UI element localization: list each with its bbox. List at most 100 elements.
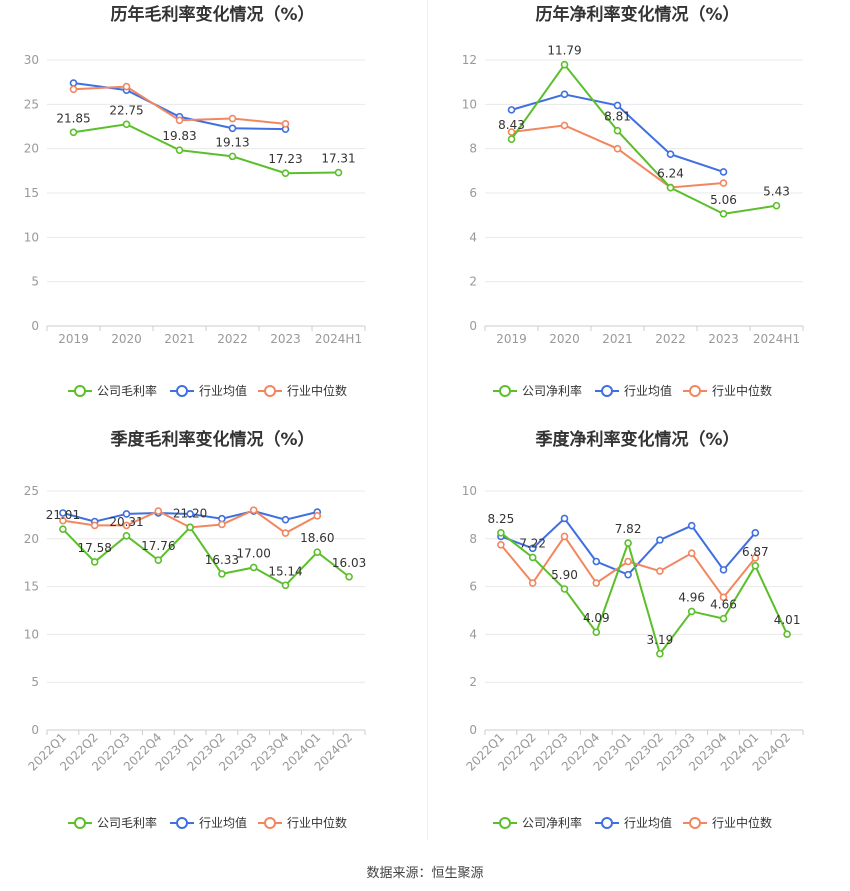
legend-label-company: 公司净利率 (522, 815, 582, 830)
chart-title: 历年净利率变化情况（%） (535, 4, 739, 25)
data-label: 3.19 (647, 633, 674, 647)
data-point-avg (507, 106, 516, 114)
y-tick-label: 20 (24, 142, 39, 156)
data-point-company (783, 630, 791, 638)
data-point-median (656, 567, 664, 575)
legend-marker-avg (176, 385, 188, 397)
x-tick-label: 2019 (496, 332, 527, 346)
data-point-avg (69, 79, 78, 87)
data-label: 17.23 (268, 152, 302, 166)
chart-title: 历年毛利率变化情况（%） (110, 4, 314, 25)
legend-marker-median (689, 385, 701, 397)
data-point-company (666, 183, 675, 192)
data-label: 7.82 (615, 522, 642, 536)
data-point-company (687, 607, 696, 616)
x-tick-label: 2024H1 (753, 332, 800, 346)
data-label: 5.43 (763, 185, 790, 199)
data-source-note: 数据来源：恒生聚源 (366, 866, 484, 881)
y-tick-label: 30 (24, 53, 39, 67)
legend-label-avg: 行业均值 (199, 815, 247, 830)
data-label: 17.31 (321, 152, 355, 166)
data-label: 19.83 (162, 129, 196, 143)
data-point-company (656, 649, 664, 658)
data-point-avg (560, 90, 569, 99)
data-point-avg (228, 124, 237, 133)
legend-label-median: 行业中位数 (287, 383, 347, 398)
data-point-company (90, 558, 99, 566)
x-tick-label: 2020 (549, 332, 580, 346)
x-tick-label: 2023 (270, 332, 301, 346)
data-point-company (497, 529, 505, 537)
x-tick-label: 2022 (655, 332, 686, 346)
data-label: 18.60 (300, 531, 334, 545)
quarterly-gross-margin-chart: 季度毛利率变化情况（%）05101520252022Q12022Q22022Q3… (24, 429, 367, 830)
legend-label-median: 行业中位数 (712, 815, 772, 830)
y-tick-label: 10 (462, 484, 477, 498)
data-label: 5.06 (710, 193, 737, 207)
legend-label-avg: 行业均值 (624, 383, 672, 398)
data-label: 6.24 (657, 167, 684, 181)
data-label: 15.14 (268, 564, 302, 578)
y-tick-label: 10 (24, 230, 39, 244)
legend-marker-company (499, 385, 511, 397)
legend-label-company: 公司毛利率 (97, 815, 157, 830)
data-label: 4.66 (710, 598, 737, 612)
data-point-company (281, 581, 290, 590)
y-tick-label: 0 (469, 723, 477, 737)
data-label: 20.31 (109, 515, 143, 529)
data-label: 22.75 (109, 103, 143, 117)
data-point-avg (624, 570, 632, 579)
x-tick-label: 2021 (164, 332, 195, 346)
data-label: 17.58 (78, 541, 112, 555)
data-point-median (507, 128, 516, 136)
data-label: 17.00 (237, 546, 271, 560)
data-point-median (281, 120, 290, 128)
y-tick-label: 10 (24, 627, 39, 641)
series-line-company (73, 123, 339, 175)
data-point-company (334, 168, 343, 177)
y-tick-label: 5 (31, 275, 39, 289)
y-tick-label: 0 (469, 319, 477, 333)
data-point-median (528, 579, 537, 587)
data-point-company (772, 201, 781, 210)
data-label: 5.90 (551, 568, 578, 582)
data-label: 21.20 (173, 506, 207, 520)
y-tick-label: 25 (24, 484, 39, 498)
data-point-company (613, 126, 622, 135)
data-point-avg (666, 150, 675, 159)
y-tick-label: 6 (469, 580, 477, 594)
data-point-company (249, 563, 258, 572)
panel-divider (427, 0, 428, 840)
x-tick-label: 2020 (111, 332, 142, 346)
data-point-median (154, 507, 163, 515)
legend-marker-median (264, 385, 276, 397)
y-tick-label: 2 (469, 675, 477, 689)
y-tick-label: 5 (31, 675, 39, 689)
legend-label-company: 公司毛利率 (97, 383, 157, 398)
data-point-avg (613, 101, 622, 110)
data-label: 6.87 (742, 545, 769, 559)
y-tick-label: 6 (469, 186, 477, 200)
x-tick-label: 2024H1 (315, 332, 362, 346)
y-tick-label: 0 (31, 319, 39, 333)
y-tick-label: 12 (462, 53, 477, 67)
data-point-company (719, 210, 728, 218)
legend-marker-company (499, 817, 511, 829)
y-tick-label: 2 (469, 275, 477, 289)
data-point-company (228, 152, 237, 161)
quarterly-net-margin-chart: 季度净利率变化情况（%）02468102022Q12022Q22022Q3202… (462, 429, 804, 830)
legend-label-avg: 行业均值 (199, 383, 247, 398)
data-point-avg (592, 557, 601, 566)
data-label: 4.96 (678, 590, 705, 604)
annual-net-margin-chart: 历年净利率变化情况（%） 0 2 4 6 8 10 12 2019 2020 2021 2022 202… (462, 4, 804, 398)
data-label: 4.01 (774, 613, 801, 627)
data-point-company (122, 532, 131, 540)
x-tick-label: 2019 (58, 332, 89, 346)
y-tick-label: 15 (24, 580, 39, 594)
data-point-median (560, 121, 569, 130)
data-label: 21.85 (56, 111, 90, 125)
data-point-company (218, 570, 226, 578)
data-point-median (313, 512, 322, 520)
legend-marker-company (74, 385, 86, 397)
data-point-median (122, 521, 131, 530)
